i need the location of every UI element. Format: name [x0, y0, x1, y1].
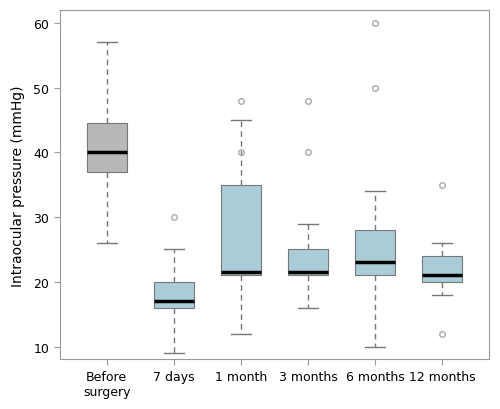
PathPatch shape [154, 282, 194, 308]
Y-axis label: Intraocular pressure (mmHg): Intraocular pressure (mmHg) [11, 85, 25, 286]
PathPatch shape [288, 250, 328, 276]
PathPatch shape [422, 256, 462, 282]
PathPatch shape [86, 124, 127, 173]
PathPatch shape [355, 231, 395, 276]
PathPatch shape [220, 185, 261, 276]
